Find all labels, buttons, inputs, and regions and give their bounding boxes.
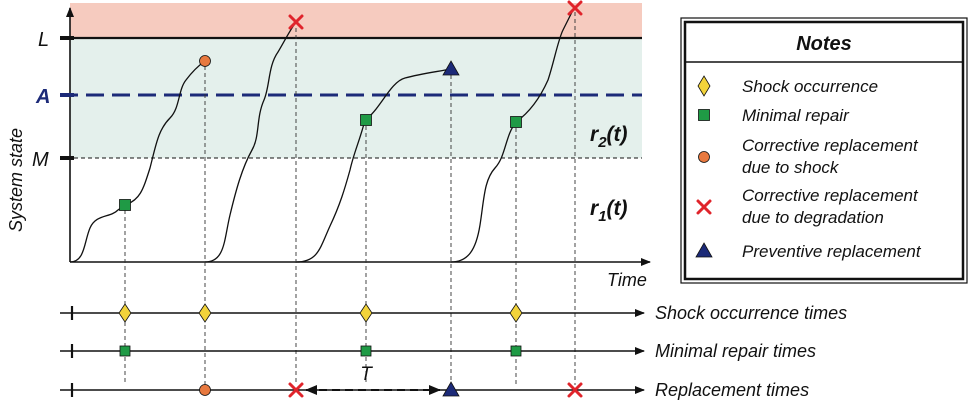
repair-marker — [510, 345, 522, 357]
repair-timeline-label: Minimal repair times — [655, 341, 816, 361]
level-A-label: A — [35, 86, 50, 108]
rate-r2-label: r2(t) — [590, 123, 628, 151]
shock-marker — [359, 303, 373, 323]
preventive-replacement-marker — [442, 60, 460, 76]
note-item-label: Minimal repair — [742, 106, 850, 125]
warning-zone — [70, 38, 642, 158]
minimal-repair-marker — [360, 114, 372, 126]
repair-marker — [360, 345, 372, 357]
repair-marker — [119, 345, 131, 357]
minimal-repair-marker — [119, 199, 131, 211]
shock-marker — [198, 303, 212, 323]
x-axis-label: Time — [607, 270, 647, 290]
minimal-repair-marker — [510, 116, 522, 128]
failure-zone — [70, 3, 642, 38]
note-item-label: due to degradation — [742, 208, 884, 227]
note-item-label: Corrective replacement — [742, 186, 919, 205]
note-item-label: Corrective replacement — [742, 136, 919, 155]
tick-A — [60, 93, 74, 97]
shock-marker — [509, 303, 523, 323]
notes-legend: Notes Shock occurrence Minimal repair Co… — [680, 17, 968, 284]
note-item-label: due to shock — [742, 158, 840, 177]
triangle-icon — [695, 242, 713, 258]
degradation-replacement-marker — [288, 14, 304, 30]
interval-T-label: T — [360, 364, 373, 385]
y-axis-label: System state — [6, 128, 26, 232]
replacement-timeline: T Replacement times — [60, 364, 809, 400]
note-item-label: Preventive replacement — [742, 242, 922, 261]
level-L-label: L — [38, 29, 49, 51]
preventive-replacement-marker — [442, 381, 460, 397]
shock-timeline-label: Shock occurrence times — [655, 303, 847, 323]
degradation-path-1 — [69, 60, 206, 263]
degradation-replacement-marker — [567, 382, 583, 398]
degradation-path-3 — [295, 68, 452, 263]
guide-lines — [124, 12, 576, 385]
degradation-replacement-marker — [567, 0, 583, 16]
note-item-label: Shock occurrence — [742, 77, 878, 96]
repair-timeline: Minimal repair times — [60, 341, 816, 361]
degradation-replacement-marker — [288, 382, 304, 398]
notes-title: Notes — [796, 33, 852, 55]
shock-replacement-marker — [199, 55, 211, 67]
square-icon — [698, 109, 710, 121]
shock-marker — [118, 303, 132, 323]
shock-replacement-marker — [199, 384, 211, 396]
shock-timeline: Shock occurrence times — [60, 303, 847, 323]
circle-icon — [698, 151, 710, 163]
tick-L — [60, 36, 74, 40]
degradation-path-2 — [204, 21, 297, 263]
replacement-timeline-label: Replacement times — [655, 380, 809, 400]
diamond-icon — [697, 75, 711, 97]
rate-r1-label: r1(t) — [590, 197, 628, 225]
tick-M — [60, 156, 74, 160]
cross-icon — [696, 199, 712, 215]
level-M-label: M — [32, 149, 49, 171]
